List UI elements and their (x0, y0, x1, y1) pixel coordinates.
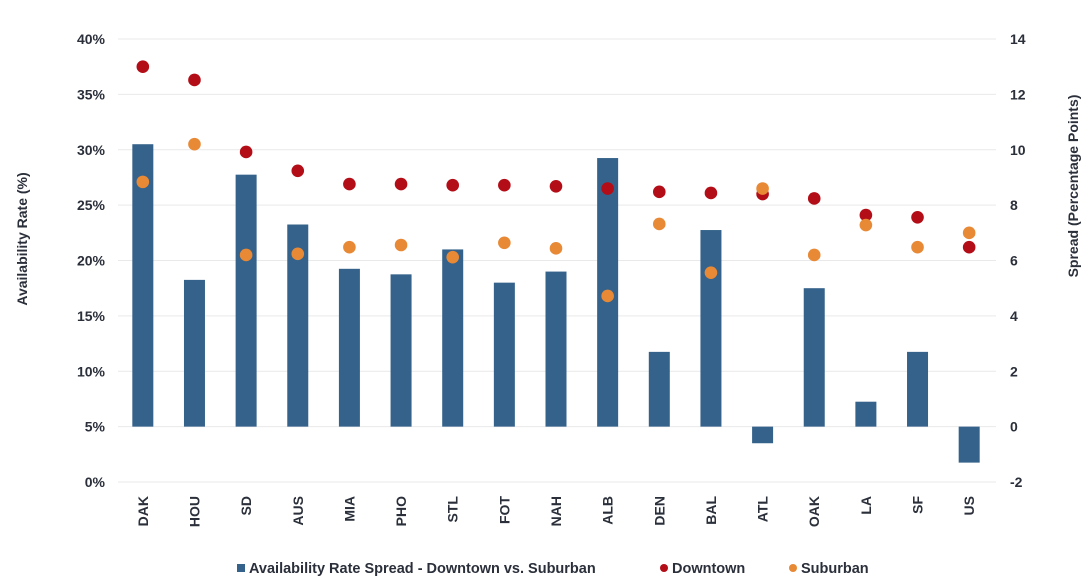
suburban-point (343, 240, 356, 254)
left-tick-label: 0% (85, 474, 106, 490)
category-label: AUS (290, 496, 306, 526)
suburban-point (291, 247, 305, 261)
suburban-point (911, 240, 924, 254)
suburban-point (652, 217, 666, 231)
suburban-point (394, 238, 408, 252)
spread-bar (132, 144, 154, 427)
spread-bar (803, 288, 825, 427)
category-label: PHO (393, 496, 409, 526)
suburban-point (188, 137, 201, 151)
right-tick-label: 2 (1010, 363, 1018, 379)
right-tick-label: 10 (1010, 142, 1026, 158)
legend-label: Downtown (672, 561, 745, 577)
left-tick-label: 5% (85, 419, 106, 435)
left-tick-label: 20% (77, 253, 106, 269)
left-tick-label: 15% (77, 308, 106, 324)
left-tick-label: 30% (77, 142, 106, 158)
spread-bar (752, 426, 774, 444)
downtown-point (549, 179, 563, 193)
suburban-point (859, 218, 873, 232)
spread-bar (648, 351, 670, 427)
right-tick-label: 4 (1010, 308, 1018, 324)
downtown-point (807, 192, 821, 205)
legend-swatch (789, 564, 797, 572)
right-tick-label: 0 (1010, 419, 1018, 435)
left-tick-label: 40% (77, 31, 106, 47)
category-label: ALB (600, 496, 616, 525)
downtown-point (498, 178, 511, 192)
category-label: BAL (703, 496, 719, 525)
spread-bar (390, 274, 412, 427)
category-label: US (961, 496, 977, 515)
suburban-point (756, 182, 769, 195)
right-tick-label: 14 (1010, 31, 1026, 47)
spread-bar (235, 174, 257, 427)
spread-bar (287, 224, 309, 427)
category-label: SF (910, 496, 926, 514)
suburban-point (239, 248, 253, 262)
downtown-point (652, 185, 666, 199)
category-label: LA (858, 496, 874, 515)
right-tick-label: 8 (1010, 197, 1018, 213)
category-label: OAK (806, 496, 822, 527)
spread-bar (907, 351, 929, 427)
category-label: FOT (496, 496, 512, 524)
downtown-point (962, 240, 976, 254)
legend-swatch (660, 564, 668, 572)
downtown-point (704, 186, 718, 200)
spread-bar (545, 271, 567, 427)
category-label: HOU (186, 496, 202, 527)
right-tick-label: 6 (1010, 253, 1018, 269)
spread-bar (338, 268, 360, 427)
downtown-point (446, 178, 460, 192)
left-axis-title: Availability Rate (%) (14, 172, 30, 305)
left-tick-label: 35% (77, 86, 106, 102)
left-tick-label: 25% (77, 197, 106, 213)
suburban-point (498, 236, 511, 250)
legend-label: Availability Rate Spread - Downtown vs. … (249, 561, 596, 577)
category-label: ATL (755, 496, 771, 523)
suburban-point (962, 226, 976, 240)
category-label: DEN (651, 496, 667, 526)
spread-bar (183, 279, 205, 427)
category-label: DAK (135, 496, 151, 526)
category-label: MIA (341, 496, 357, 522)
downtown-point (911, 211, 924, 224)
downtown-point (136, 60, 150, 73)
downtown-point (601, 182, 614, 195)
downtown-point (188, 73, 201, 87)
suburban-point (807, 248, 821, 262)
downtown-point (394, 177, 408, 191)
right-axis-title: Spread (Percentage Points) (1065, 95, 1081, 278)
suburban-point (446, 250, 460, 264)
spread-bar (855, 401, 877, 427)
category-label: NAH (548, 496, 564, 526)
spread-bar (442, 249, 464, 427)
suburban-point (704, 266, 718, 279)
downtown-point (239, 145, 253, 159)
downtown-point (291, 164, 305, 178)
legend-swatch (237, 564, 245, 572)
spread-bar (493, 282, 515, 427)
spread-bar (958, 426, 980, 463)
left-tick-label: 10% (77, 363, 106, 379)
spread-bar (700, 230, 722, 427)
downtown-point (859, 208, 873, 222)
right-tick-label: -2 (1010, 474, 1023, 490)
right-tick-label: 12 (1010, 86, 1026, 102)
suburban-point (136, 175, 150, 189)
suburban-point (601, 289, 614, 303)
category-label: SD (238, 496, 254, 515)
category-label: STL (445, 496, 461, 523)
legend-label: Suburban (801, 561, 869, 577)
downtown-point (343, 177, 356, 191)
suburban-point (549, 242, 563, 255)
